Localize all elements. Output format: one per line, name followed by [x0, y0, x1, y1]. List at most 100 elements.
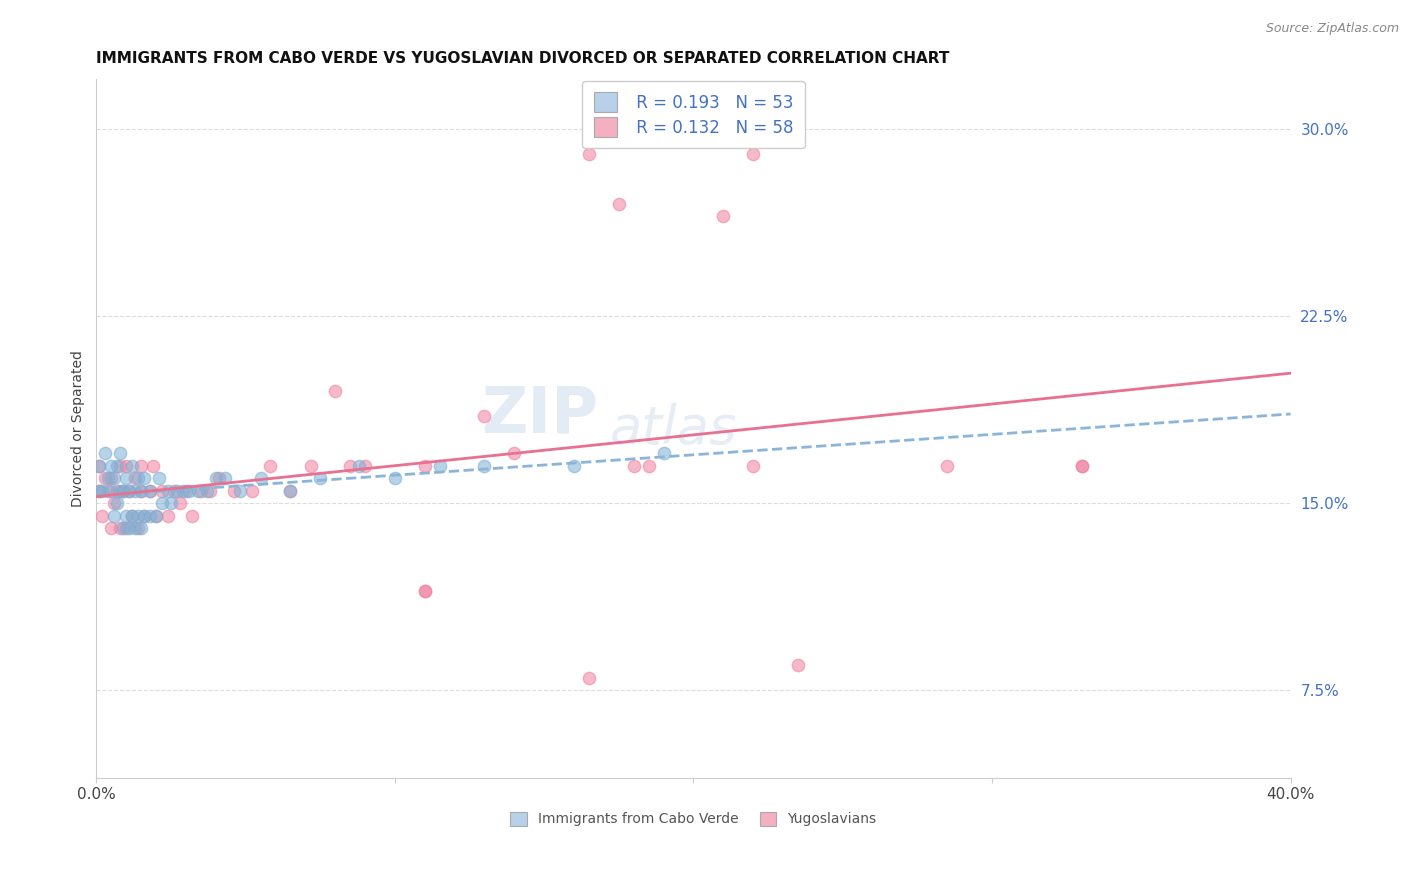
Point [156, 483, 179, 498]
Point [129, 483, 152, 498]
Point [121, 508, 143, 523]
Point [100, 521, 122, 535]
Point [259, 458, 281, 473]
Point [198, 483, 221, 498]
Point [115, 521, 138, 535]
Point [280, 483, 302, 498]
Point [94, 446, 117, 460]
Point [711, 210, 734, 224]
Point [150, 496, 173, 510]
Point [97, 471, 120, 485]
Point [115, 508, 138, 523]
Point [228, 483, 250, 498]
Point [148, 471, 170, 485]
Point [742, 458, 765, 473]
Point [163, 483, 186, 498]
Point [103, 471, 125, 485]
Text: Source: ZipAtlas.com: Source: ZipAtlas.com [1265, 22, 1399, 36]
Point [578, 671, 600, 685]
Point [150, 483, 173, 498]
Point [134, 471, 156, 485]
Text: IMMIGRANTS FROM CABO VERDE VS YUGOSLAVIAN DIVORCED OR SEPARATED CORRELATION CHAR: IMMIGRANTS FROM CABO VERDE VS YUGOSLAVIA… [97, 51, 949, 66]
Point [413, 583, 436, 598]
Point [124, 521, 146, 535]
Point [139, 483, 162, 498]
Point [562, 458, 585, 473]
Point [578, 147, 600, 161]
Point [309, 471, 332, 485]
Point [121, 458, 143, 473]
Point [214, 471, 236, 485]
Point [354, 458, 377, 473]
Point [280, 483, 302, 498]
Text: ZIP: ZIP [481, 384, 598, 445]
Point [115, 471, 138, 485]
Point [129, 483, 152, 498]
Point [652, 446, 675, 460]
Point [134, 508, 156, 523]
Point [474, 458, 496, 473]
Point [787, 658, 810, 673]
Point [240, 483, 263, 498]
Point [112, 521, 135, 535]
Point [299, 458, 322, 473]
Point [127, 471, 149, 485]
Point [139, 483, 162, 498]
Point [100, 471, 122, 485]
Point [429, 458, 451, 473]
Point [607, 197, 630, 211]
Point [105, 483, 128, 498]
Point [124, 471, 146, 485]
Point [166, 483, 188, 498]
Point [105, 496, 128, 510]
Point [89, 458, 111, 473]
Point [503, 446, 526, 460]
Point [174, 483, 197, 498]
Point [160, 496, 183, 510]
Point [145, 508, 167, 523]
Point [142, 458, 165, 473]
Point [936, 458, 959, 473]
Point [623, 458, 645, 473]
Point [129, 458, 152, 473]
Point [187, 483, 209, 498]
Point [1070, 458, 1092, 473]
Point [89, 483, 111, 498]
Point [195, 483, 218, 498]
Point [180, 508, 202, 523]
Point [103, 496, 125, 510]
Point [637, 458, 659, 473]
Point [208, 471, 231, 485]
Point [110, 521, 132, 535]
Point [474, 409, 496, 423]
Point [91, 508, 114, 523]
Point [89, 483, 111, 498]
Point [118, 483, 141, 498]
Point [118, 521, 141, 535]
Point [145, 508, 167, 523]
Point [1070, 458, 1092, 473]
Point [249, 471, 271, 485]
Point [97, 483, 120, 498]
Point [110, 458, 132, 473]
Text: atlas: atlas [610, 402, 737, 454]
Point [112, 483, 135, 498]
Point [222, 483, 245, 498]
Point [112, 483, 135, 498]
Y-axis label: Divorced or Separated: Divorced or Separated [72, 350, 86, 507]
Point [177, 483, 200, 498]
Point [323, 384, 346, 398]
Point [172, 483, 194, 498]
Point [89, 458, 111, 473]
Point [118, 483, 141, 498]
Point [103, 508, 125, 523]
Point [190, 483, 212, 498]
Point [139, 508, 162, 523]
Point [91, 483, 114, 498]
Point [127, 508, 149, 523]
Point [339, 458, 361, 473]
Legend: Immigrants from Cabo Verde, Yugoslavians: Immigrants from Cabo Verde, Yugoslavians [503, 805, 883, 833]
Point [413, 583, 436, 598]
Point [124, 483, 146, 498]
Point [100, 458, 122, 473]
